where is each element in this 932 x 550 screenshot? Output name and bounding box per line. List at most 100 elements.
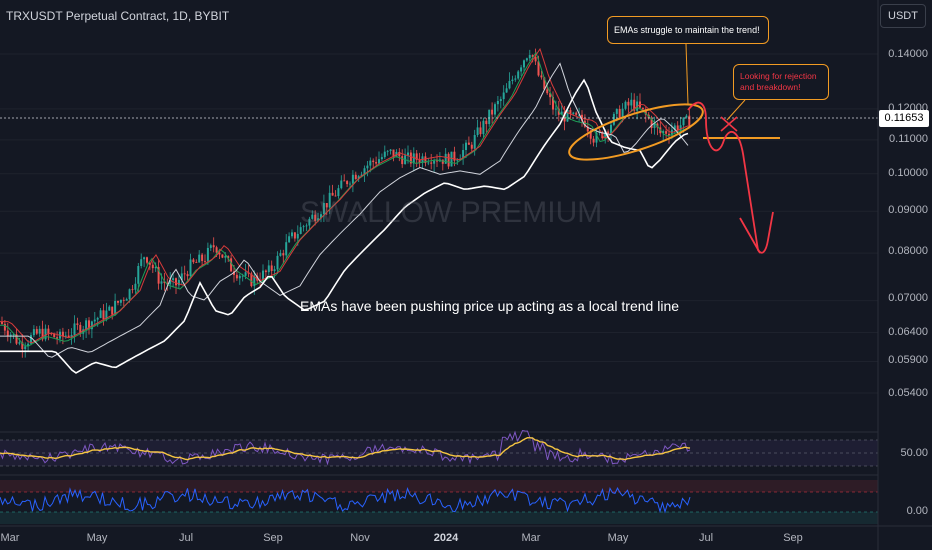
candle-body	[215, 247, 218, 253]
candle-body	[540, 75, 543, 78]
chart-grid	[0, 53, 878, 394]
price-tick: 0.11000	[889, 133, 928, 145]
candle-body	[525, 58, 528, 61]
candle-body	[111, 306, 114, 315]
candle-body	[349, 183, 351, 185]
candle-body	[24, 346, 27, 349]
candle-body	[531, 55, 534, 58]
candle-body	[610, 124, 612, 134]
rsi-line	[0, 430, 691, 466]
candle-body	[154, 266, 157, 269]
candle-body	[346, 181, 349, 185]
candle-body	[494, 104, 496, 115]
candle-body	[172, 278, 175, 281]
candle-body	[633, 99, 636, 111]
watermark: SWALLOW PREMIUM	[300, 196, 603, 229]
candle-body	[143, 257, 146, 260]
candle-body	[343, 180, 346, 182]
candle-body	[482, 120, 485, 135]
candle-body	[398, 151, 401, 157]
candle-body	[496, 100, 499, 105]
candle-body	[644, 109, 647, 115]
ema-slow-line	[0, 62, 689, 358]
candle-body	[198, 254, 201, 263]
ema-long-line	[0, 78, 689, 374]
candle-body	[35, 329, 38, 334]
time-tick: Jul	[698, 532, 714, 544]
candle-body	[125, 299, 128, 301]
candle-body	[67, 335, 70, 338]
candle-body	[679, 125, 682, 131]
candle-body	[470, 144, 473, 149]
ema-red-line	[0, 47, 689, 344]
callout-ema-struggle[interactable]: EMAs struggle to maintain the trend!	[607, 16, 769, 44]
candle-body	[383, 151, 386, 158]
candle-body	[305, 225, 308, 227]
candle-body	[409, 152, 412, 164]
candle-body	[209, 245, 212, 248]
candle-body	[140, 259, 143, 267]
candle-body	[389, 149, 392, 151]
candlestick-series	[1, 48, 691, 358]
rsi-ma-line	[0, 436, 691, 461]
candle-body	[450, 151, 453, 167]
candle-body	[1, 321, 3, 324]
time-tick: May	[607, 532, 629, 544]
candle-body	[79, 324, 82, 334]
price-tick: 0.14000	[888, 48, 928, 60]
candle-body	[256, 275, 259, 281]
candle-body	[244, 272, 247, 276]
candle-body	[508, 80, 511, 89]
candle-body	[586, 126, 589, 132]
candle-body	[366, 165, 369, 169]
candle-body	[676, 125, 679, 131]
candle-body	[528, 55, 531, 59]
candle-body	[151, 264, 154, 269]
candle-body	[285, 242, 288, 256]
currency-button[interactable]: USDT	[880, 4, 926, 28]
callout-top-pointer	[685, 43, 689, 105]
callout-rejection[interactable]: Looking for rejection and breakdown!	[733, 64, 829, 100]
candle-body	[685, 115, 688, 118]
candle-body	[227, 256, 230, 259]
candle-body	[186, 274, 189, 277]
candle-body	[224, 256, 227, 258]
candle-body	[206, 247, 209, 262]
candle-body	[27, 343, 30, 347]
candle-body	[96, 317, 99, 320]
candle-body	[9, 334, 12, 337]
candle-body	[465, 142, 467, 151]
candle-body	[88, 320, 90, 330]
candle-body	[279, 253, 282, 256]
candle-body	[6, 330, 9, 337]
oscillator-pane	[0, 474, 878, 524]
candle-body	[160, 281, 163, 284]
candle-body	[517, 71, 520, 79]
time-tick: Sep	[263, 532, 283, 544]
candle-body	[90, 321, 93, 330]
candle-body	[665, 131, 668, 134]
candle-body	[407, 152, 409, 156]
price-tick: 0.08000	[888, 245, 928, 257]
candle-body	[592, 138, 595, 143]
candle-body	[311, 214, 314, 219]
candle-body	[163, 281, 166, 283]
candle-body	[169, 280, 172, 285]
candle-body	[93, 319, 96, 322]
annotation-main-text[interactable]: EMAs have been pushing price up acting a…	[300, 298, 680, 314]
rsi-pane	[0, 430, 878, 467]
candle-body	[337, 188, 340, 197]
time-tick: May	[86, 532, 108, 544]
candle-body	[514, 78, 517, 80]
candle-body	[146, 257, 148, 263]
candle-body	[569, 110, 572, 114]
ema-fast-line	[0, 51, 689, 347]
candle-body	[378, 159, 380, 164]
candle-body	[21, 342, 24, 349]
candle-body	[204, 260, 206, 262]
candle-body	[511, 79, 514, 81]
candle-body	[50, 333, 53, 335]
candle-body	[549, 93, 552, 98]
ema-lines	[0, 47, 689, 374]
